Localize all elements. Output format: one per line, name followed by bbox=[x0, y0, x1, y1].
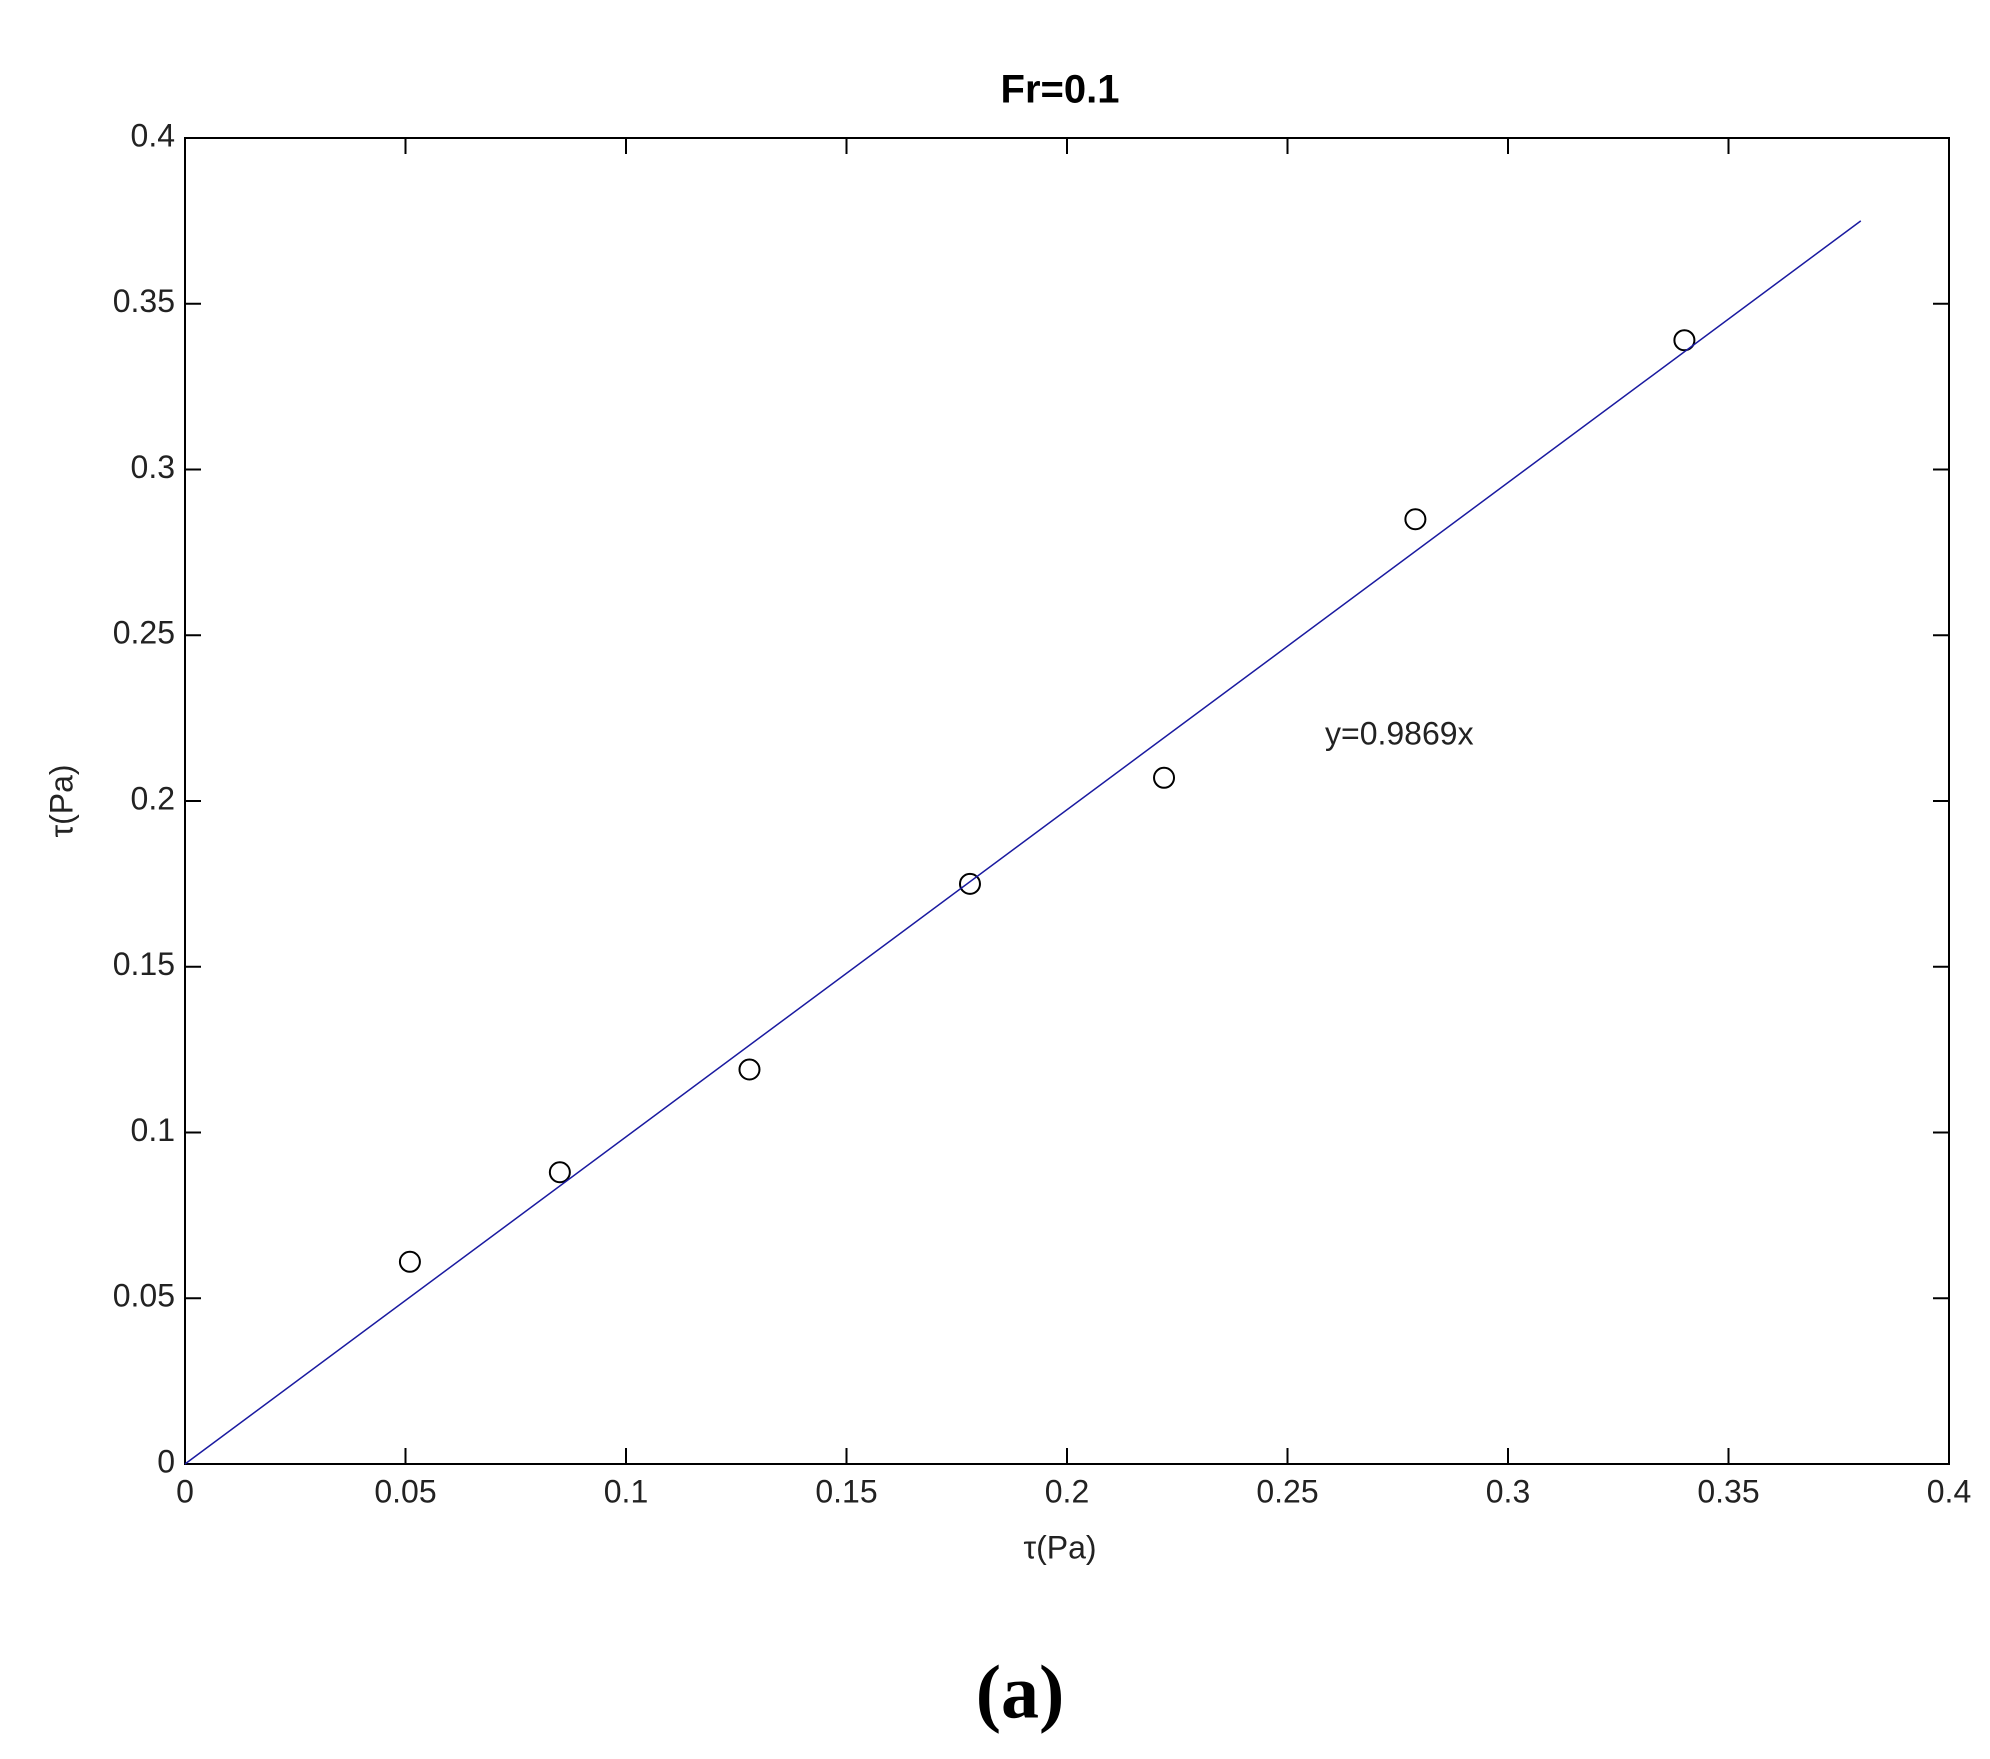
y-tick-label: 0 bbox=[157, 1443, 175, 1479]
x-tick-label: 0.35 bbox=[1697, 1473, 1759, 1509]
point bbox=[738, 1058, 761, 1081]
x-tick-label: 0.15 bbox=[815, 1473, 877, 1509]
point bbox=[1673, 329, 1696, 352]
y-tick-label: 0.1 bbox=[131, 1112, 175, 1148]
point bbox=[1404, 508, 1427, 531]
x-tick-label: 0.4 bbox=[1927, 1473, 1971, 1509]
point bbox=[548, 1161, 571, 1184]
y-tick-label: 0.35 bbox=[113, 283, 175, 319]
y-tick-label: 0.15 bbox=[113, 946, 175, 982]
y-tick-label: 0.2 bbox=[131, 780, 175, 816]
point bbox=[1153, 766, 1176, 789]
plot-frame bbox=[184, 137, 1950, 1465]
caption: (a) bbox=[976, 1650, 1065, 1734]
x-tick-label: 0.1 bbox=[604, 1473, 648, 1509]
y-tick-label: 0.3 bbox=[131, 449, 175, 485]
chart-title: Fr=0.1 bbox=[1001, 68, 1120, 112]
y-tick-label: 0.25 bbox=[113, 615, 175, 651]
x-tick-label: 0.25 bbox=[1256, 1473, 1318, 1509]
y-axis-label: τ(Pa) bbox=[43, 764, 79, 837]
point bbox=[958, 872, 981, 895]
x-tick-label: 0.3 bbox=[1486, 1473, 1530, 1509]
fit-line bbox=[184, 220, 1862, 1465]
x-tick-label: 0.2 bbox=[1045, 1473, 1089, 1509]
y-tick-label: 0.05 bbox=[113, 1278, 175, 1314]
point bbox=[398, 1250, 421, 1273]
x-tick-label: 0 bbox=[176, 1473, 194, 1509]
x-axis-label: τ(Pa) bbox=[1023, 1529, 1096, 1565]
annotation: y=0.9869x bbox=[1325, 715, 1474, 751]
x-tick-label: 0.05 bbox=[374, 1473, 436, 1509]
y-tick-label: 0.4 bbox=[131, 117, 175, 153]
